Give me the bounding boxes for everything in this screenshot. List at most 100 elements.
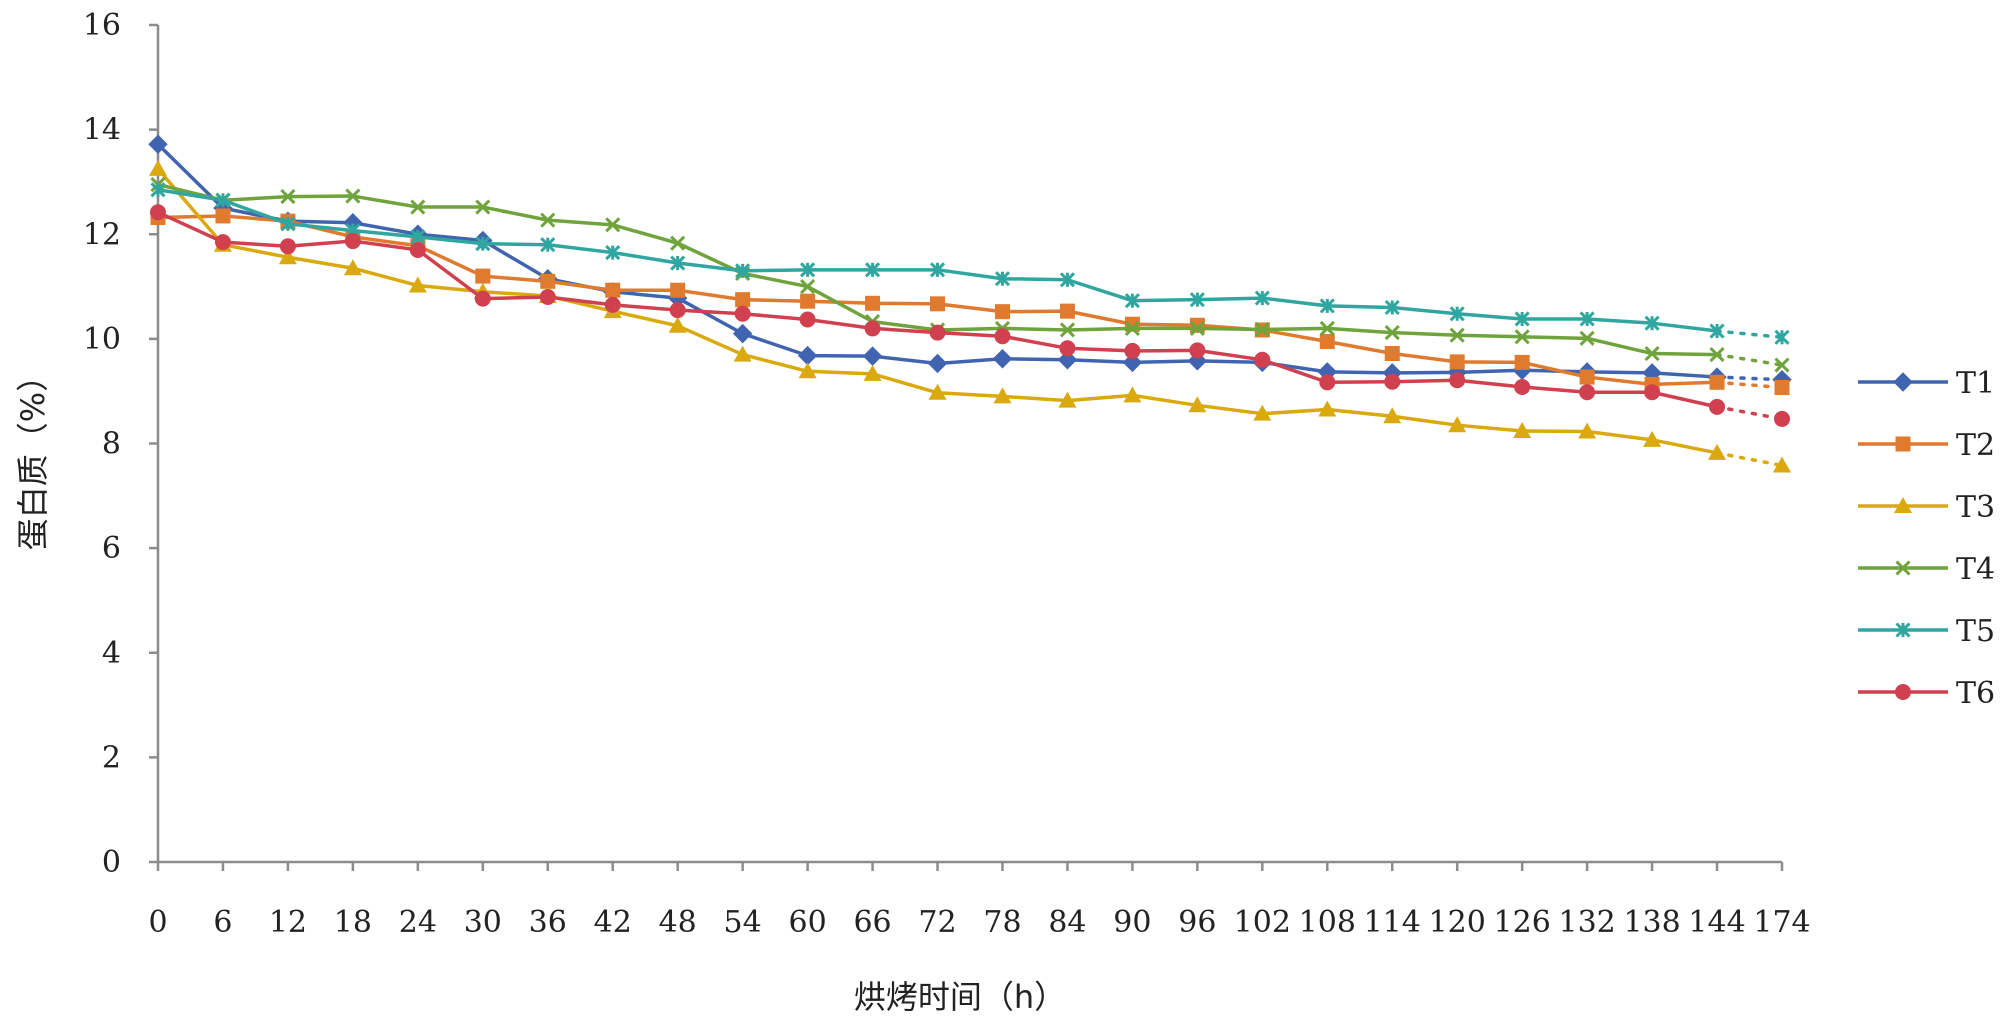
data-point [864, 320, 881, 337]
series-line-dotted [1715, 451, 1784, 468]
x-tick-label: 114 [1364, 905, 1421, 940]
x-tick-label: 24 [399, 905, 437, 940]
x-tick-label: 126 [1494, 905, 1551, 940]
data-point [1894, 497, 1912, 513]
data-point [1644, 315, 1660, 331]
data-point [668, 316, 687, 333]
x-tick-label: 102 [1234, 905, 1291, 940]
data-point [798, 362, 817, 379]
data-point [540, 273, 556, 289]
data-point [1893, 372, 1913, 392]
data-point [280, 189, 296, 205]
x-tick-label: 12 [269, 905, 307, 940]
data-point [670, 255, 686, 271]
data-point [540, 212, 556, 228]
data-point [1579, 311, 1595, 327]
data-point [927, 353, 948, 374]
data-point [1579, 384, 1596, 401]
data-point [408, 276, 427, 293]
data-point [343, 259, 362, 276]
data-point [1449, 327, 1465, 343]
data-point [1189, 342, 1206, 359]
data-point [1383, 407, 1402, 424]
x-tick-label: 90 [1113, 905, 1151, 940]
data-point [214, 234, 231, 251]
data-point [1384, 346, 1400, 362]
data-point [1579, 369, 1595, 385]
y-tick-label: 2 [102, 740, 121, 775]
legend-label: T4 [1956, 552, 1995, 587]
data-point [670, 282, 686, 298]
data-point [148, 134, 168, 154]
x-tick-label: 30 [464, 905, 502, 940]
x-tick-label: 132 [1558, 905, 1615, 940]
data-point [344, 233, 361, 250]
legend: T1 T2 T3 T4 T5 T6 [1858, 366, 1995, 711]
data-point [1895, 560, 1911, 576]
data-point [1895, 684, 1911, 700]
x-tick-label: 48 [659, 905, 697, 940]
data-point [1895, 622, 1911, 638]
data-point [1708, 443, 1727, 460]
data-point [1513, 421, 1532, 438]
data-point [1189, 320, 1205, 336]
data-point [1059, 272, 1076, 288]
data-point [1254, 321, 1270, 338]
data-point [994, 328, 1011, 345]
data-point [1644, 345, 1660, 362]
data-point [1058, 391, 1077, 408]
series-line-dotted [1715, 329, 1784, 340]
data-point [928, 383, 947, 400]
data-point [1384, 373, 1401, 390]
data-point [865, 295, 881, 311]
data-point [1514, 311, 1530, 327]
data-point [1123, 386, 1142, 403]
legend-label: T2 [1956, 428, 1995, 463]
data-point [1253, 404, 1272, 421]
series-line-dotted [1715, 352, 1784, 367]
series-t1 [148, 134, 1792, 390]
data-point [670, 235, 686, 251]
legend-item-t1: T1 [1858, 366, 1995, 401]
series-line-dotted [1715, 375, 1784, 382]
data-point [800, 293, 816, 309]
series-line-dotted [1715, 405, 1784, 421]
data-point [540, 237, 556, 253]
data-point [993, 387, 1012, 404]
x-tick-label: 96 [1178, 905, 1216, 940]
data-point [1124, 320, 1140, 336]
x-tick-label: 84 [1048, 905, 1086, 940]
data-point [215, 208, 231, 224]
data-point [345, 188, 361, 204]
x-tick-label: 174 [1753, 905, 1810, 940]
legend-item-t5: T5 [1858, 614, 1995, 649]
legend-item-t3: T3 [1858, 490, 1995, 525]
x-tick-label: 60 [789, 905, 827, 940]
x-axis-title: 烘烤时间（h） [854, 978, 1066, 1016]
data-point [1774, 357, 1790, 373]
data-point [150, 204, 166, 221]
data-point [862, 346, 883, 366]
data-point [864, 262, 881, 278]
data-point [1189, 292, 1205, 308]
data-point [278, 248, 297, 265]
data-point [1514, 329, 1530, 345]
data-point [1709, 347, 1725, 363]
y-tick-label: 16 [83, 8, 121, 43]
data-point [605, 244, 621, 261]
data-point [1318, 400, 1337, 417]
y-axis-title: 蛋白质（%） [14, 360, 52, 550]
data-point [1188, 396, 1207, 413]
data-point [1514, 379, 1531, 396]
data-point [1122, 352, 1143, 373]
data-point [863, 364, 882, 381]
x-tick-label: 138 [1623, 905, 1680, 940]
data-point [735, 292, 751, 308]
data-point [474, 290, 491, 307]
data-point [475, 199, 491, 215]
y-tick-label: 14 [83, 113, 121, 148]
data-point [1774, 380, 1790, 396]
series-t6 [150, 204, 1790, 427]
series-layer [148, 134, 1792, 473]
data-point [409, 241, 426, 258]
